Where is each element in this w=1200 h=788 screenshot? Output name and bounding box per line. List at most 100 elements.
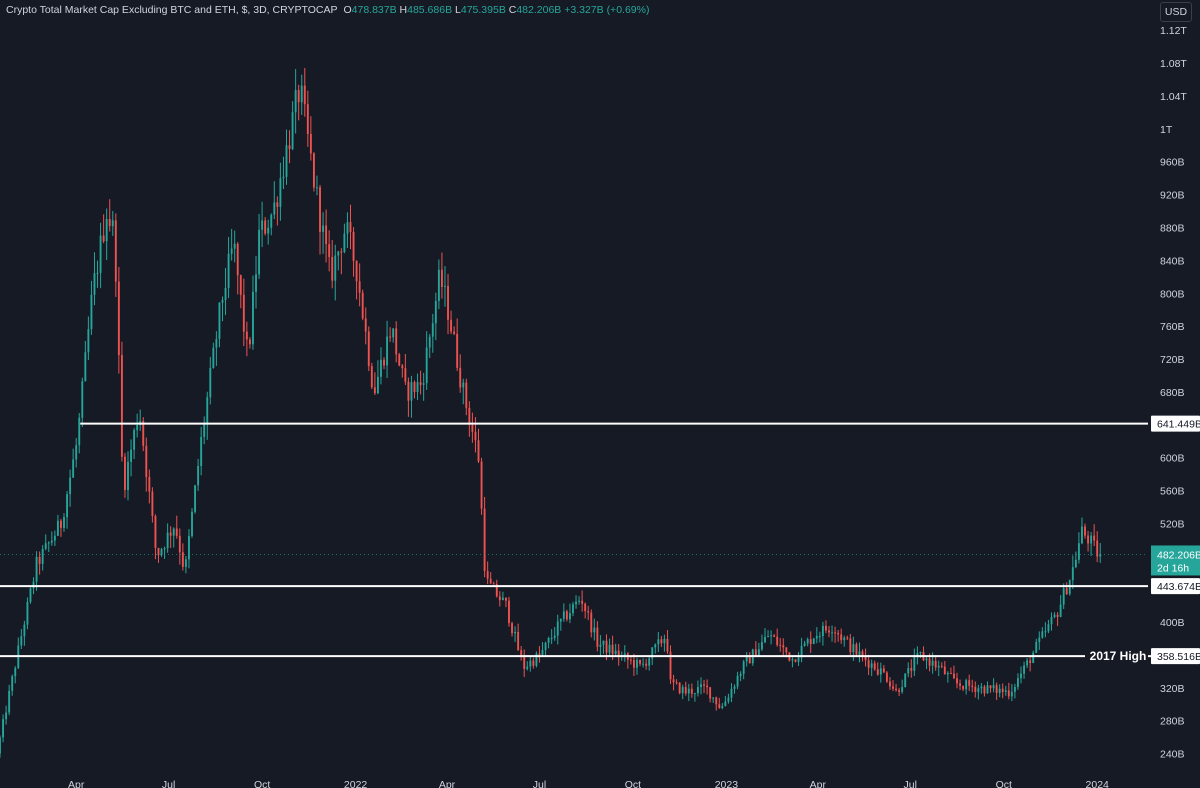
candle (26, 597, 29, 630)
candle (998, 684, 1001, 698)
candle (108, 199, 111, 232)
candle (309, 116, 312, 161)
candle (56, 514, 59, 537)
high-label: H (399, 4, 408, 16)
candle (764, 628, 766, 644)
price-tick-label: 760B (1160, 321, 1185, 333)
candle (498, 591, 501, 607)
candle (971, 679, 974, 693)
candle (614, 643, 617, 656)
candle (520, 646, 523, 661)
candle (565, 609, 568, 622)
candle (172, 527, 175, 548)
candle (124, 453, 126, 498)
candle (151, 487, 154, 523)
candle (959, 679, 961, 691)
last-price-value: 482.206B (1157, 549, 1200, 561)
candle (1087, 530, 1090, 552)
candle (404, 354, 407, 385)
candle (815, 627, 818, 644)
candle (818, 631, 821, 643)
svg-text:641.449B: 641.449B (1157, 419, 1200, 431)
candle (319, 184, 321, 255)
candle (578, 596, 581, 605)
candle (2, 714, 4, 743)
candle (47, 541, 50, 553)
candle (727, 693, 730, 704)
candle (773, 634, 776, 638)
candle (852, 636, 855, 661)
candle (794, 659, 797, 663)
candle (1013, 683, 1016, 699)
candle (791, 657, 794, 668)
candle (11, 674, 14, 696)
candle (721, 703, 724, 710)
time-tick-label: Apr (68, 779, 85, 788)
candle (270, 213, 273, 236)
price-tick-label: 320B (1160, 683, 1185, 695)
candle (782, 638, 785, 656)
candle (84, 340, 87, 382)
time-tick-label: Jul (533, 779, 546, 788)
candle (218, 302, 221, 348)
candle (532, 657, 535, 669)
candle (407, 377, 410, 417)
candle (1044, 622, 1047, 638)
candle (892, 680, 894, 692)
candle (224, 267, 227, 316)
candle (60, 518, 62, 537)
candles-group (0, 67, 1102, 758)
candle (203, 416, 206, 445)
time-tick-label: 2023 (715, 779, 739, 788)
candle (517, 623, 520, 651)
candle (1023, 661, 1026, 679)
candle (825, 620, 827, 634)
candle (584, 602, 587, 619)
candle (401, 364, 404, 378)
candle (712, 697, 715, 703)
time-axis[interactable]: Apr Jul Oct 2022 Apr Jul Oct 2023 Apr Jul Oct 2024 (68, 779, 1109, 788)
candle (526, 661, 529, 671)
candle (127, 451, 129, 501)
candle (648, 656, 651, 671)
candle (233, 230, 236, 263)
candle (413, 380, 416, 399)
candle (779, 638, 782, 652)
candle (681, 684, 684, 700)
candle (273, 181, 276, 220)
candle (0, 735, 1, 758)
candle (1004, 685, 1007, 696)
candle (684, 681, 687, 696)
candle (242, 278, 245, 347)
candle (541, 642, 544, 657)
candle (105, 208, 108, 260)
candle (806, 637, 809, 647)
time-tick-label: 2024 (1086, 779, 1110, 788)
candle (294, 68, 297, 134)
candle (511, 621, 513, 637)
candle (194, 484, 197, 514)
candle (1093, 524, 1096, 547)
candle (733, 684, 736, 694)
candle (1062, 583, 1065, 610)
candle (8, 684, 11, 716)
candle (873, 660, 876, 671)
currency-button[interactable]: USD (1160, 2, 1192, 22)
candle (468, 401, 471, 437)
candle (120, 341, 123, 462)
candle (175, 515, 178, 539)
candle (590, 609, 593, 638)
candle (29, 586, 32, 604)
candle (380, 347, 382, 385)
candle (703, 679, 705, 694)
candle (44, 534, 47, 551)
candle (730, 683, 733, 703)
candle (428, 333, 431, 359)
candle (53, 530, 56, 547)
price-tick-label: 520B (1160, 518, 1185, 530)
candle (1047, 619, 1050, 634)
high-value: 485.686B (407, 4, 453, 16)
candle (925, 656, 928, 669)
level-line[interactable]: 2017 High (0, 649, 1151, 663)
